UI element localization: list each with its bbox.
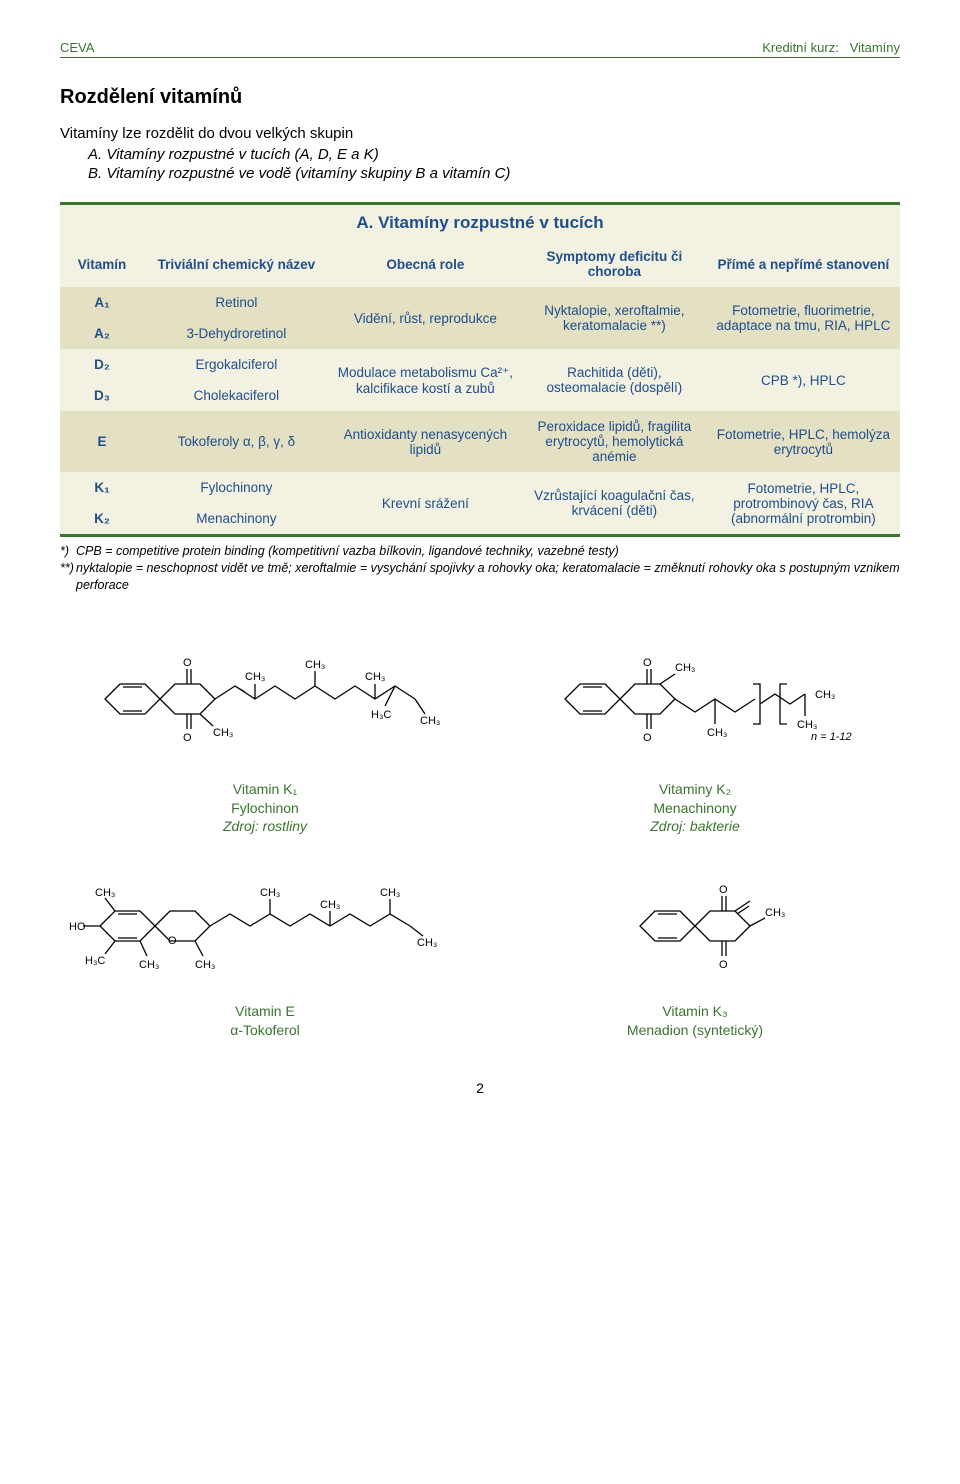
footnotes: *) CPB = competitive protein binding (ko… <box>60 543 900 594</box>
cell-symptoms: Nyktalopie, xeroftalmie, keratomalacie *… <box>522 287 707 349</box>
structure-k3: O O CH₃ <box>595 866 795 996</box>
svg-text:CH₃: CH₃ <box>380 887 400 899</box>
svg-text:CH₃: CH₃ <box>195 959 215 971</box>
page-header: CEVA Kreditní kurz: Vitamíny <box>60 40 900 58</box>
molecule-k1: O O CH₃ CH₃ CH₃ CH₃ H₃C CH₃ Vitamin K₁ F… <box>60 644 470 837</box>
svg-text:H₃C: H₃C <box>85 955 105 967</box>
cell-name: Menachinony <box>144 503 329 534</box>
section-title: Rozdělení vitamínů <box>60 86 900 109</box>
svg-text:CH₃: CH₃ <box>245 671 265 683</box>
svg-text:CH₃: CH₃ <box>320 899 340 911</box>
molecule-k2: O O CH₃ CH₃ CH₃ CH₃ n = 1-12 Vitaminy K₂… <box>490 644 900 837</box>
cell-role: Modulace metabolismu Ca²⁺, kalcifikace k… <box>329 349 522 411</box>
col-role: Obecná role <box>329 241 522 287</box>
intro-line: Vitamíny lze rozdělit do dvou velkých sk… <box>60 125 900 142</box>
structure-e: HO CH₃ H₃C CH₃ O CH₃ CH₃ CH₃ CH₃ CH₃ <box>65 866 465 996</box>
svg-text:O: O <box>643 657 652 669</box>
col-vitamin: Vitamín <box>60 241 144 287</box>
cell-vitamin: D₂ <box>60 349 144 380</box>
svg-text:O: O <box>183 732 192 744</box>
cell-name: Fylochinony <box>144 472 329 503</box>
intro-item: B. Vitamíny rozpustné ve vodě (vitamíny … <box>88 165 900 182</box>
header-left: CEVA <box>60 40 94 55</box>
svg-text:CH₃: CH₃ <box>417 937 437 949</box>
intro-item: A. Vitamíny rozpustné v tucích (A, D, E … <box>88 146 900 163</box>
svg-text:CH₃: CH₃ <box>260 887 280 899</box>
svg-text:CH₃: CH₃ <box>95 887 115 899</box>
svg-text:CH₃: CH₃ <box>305 659 325 671</box>
svg-text:CH₃: CH₃ <box>675 662 695 674</box>
cell-name: 3-Dehydroretinol <box>144 318 329 349</box>
cell-symptoms: Vzrůstající koagulační čas, krvácení (dě… <box>522 472 707 534</box>
cell-name: Tokoferoly α, β, γ, δ <box>144 411 329 472</box>
cell-name: Ergokalciferol <box>144 349 329 380</box>
cell-methods: Fotometrie, fluorimetrie, adaptace na tm… <box>707 287 900 349</box>
molecule-k3: O O CH₃ Vitamin K₃ Menadion (syntetický) <box>490 866 900 1040</box>
molecule-grid: O O CH₃ CH₃ CH₃ CH₃ H₃C CH₃ Vitamin K₁ F… <box>60 644 900 1040</box>
svg-text:O: O <box>168 935 177 947</box>
cell-vitamin: A₂ <box>60 318 144 349</box>
col-trivname: Triviální chemický název <box>144 241 329 287</box>
cell-vitamin: A₁ <box>60 287 144 318</box>
svg-text:CH₃: CH₃ <box>420 715 440 727</box>
table-title: A. Vitamíny rozpustné v tucích <box>356 213 603 232</box>
structure-k1: O O CH₃ CH₃ CH₃ CH₃ H₃C CH₃ <box>85 644 445 774</box>
table-row: ETokoferoly α, β, γ, δAntioxidanty nenas… <box>60 411 900 472</box>
footnote: *) CPB = competitive protein binding (ko… <box>60 543 900 560</box>
header-right: Kreditní kurz: Vitamíny <box>762 40 900 55</box>
cell-vitamin: K₁ <box>60 472 144 503</box>
cell-role: Antioxidanty nenasycených lipidů <box>329 411 522 472</box>
svg-text:O: O <box>643 732 652 744</box>
col-methods: Přímé a nepřímé stanovení <box>707 241 900 287</box>
intro-list: A. Vitamíny rozpustné v tucích (A, D, E … <box>88 146 900 182</box>
svg-text:O: O <box>719 959 728 971</box>
svg-text:H₃C: H₃C <box>371 709 391 721</box>
svg-text:CH₃: CH₃ <box>213 727 233 739</box>
svg-text:CH₃: CH₃ <box>707 727 727 739</box>
cell-role: Krevní srážení <box>329 472 522 534</box>
svg-text:CH₃: CH₃ <box>765 907 785 919</box>
cell-vitamin: K₂ <box>60 503 144 534</box>
cell-name: Retinol <box>144 287 329 318</box>
cell-methods: Fotometrie, HPLC, hemolýza erytrocytů <box>707 411 900 472</box>
cell-vitamin: D₃ <box>60 380 144 411</box>
svg-text:n = 1-12: n = 1-12 <box>811 731 852 743</box>
cell-name: Cholekaciferol <box>144 380 329 411</box>
svg-text:CH₃: CH₃ <box>139 959 159 971</box>
footnote: **) nyktalopie = neschopnost vidět ve tm… <box>60 560 900 594</box>
cell-symptoms: Peroxidace lipidů, fragilita erytrocytů,… <box>522 411 707 472</box>
cell-symptoms: Rachitida (děti), osteomalacie (dospělí) <box>522 349 707 411</box>
svg-text:CH₃: CH₃ <box>797 719 817 731</box>
cell-role: Vidění, růst, reprodukce <box>329 287 522 349</box>
table-row: D₂ErgokalciferolModulace metabolismu Ca²… <box>60 349 900 380</box>
svg-text:O: O <box>719 884 728 896</box>
table-row: A₁RetinolVidění, růst, reprodukceNyktalo… <box>60 287 900 318</box>
svg-text:CH₃: CH₃ <box>365 671 385 683</box>
svg-text:O: O <box>183 657 192 669</box>
cell-vitamin: E <box>60 411 144 472</box>
table-row: K₁FylochinonyKrevní sráženíVzrůstající k… <box>60 472 900 503</box>
cell-methods: CPB *), HPLC <box>707 349 900 411</box>
svg-text:HO: HO <box>69 921 86 933</box>
svg-text:CH₃: CH₃ <box>815 689 835 701</box>
structure-k2: O O CH₃ CH₃ CH₃ CH₃ n = 1-12 <box>515 644 875 774</box>
vitamins-table: A. Vitamíny rozpustné v tucích Vitamín T… <box>60 202 900 537</box>
cell-methods: Fotometrie, HPLC, protrombinový čas, RIA… <box>707 472 900 534</box>
col-symptoms: Symptomy deficitu či choroba <box>522 241 707 287</box>
molecule-e: HO CH₃ H₃C CH₃ O CH₃ CH₃ CH₃ CH₃ CH₃ Vit… <box>60 866 470 1040</box>
page-number: 2 <box>60 1080 900 1096</box>
